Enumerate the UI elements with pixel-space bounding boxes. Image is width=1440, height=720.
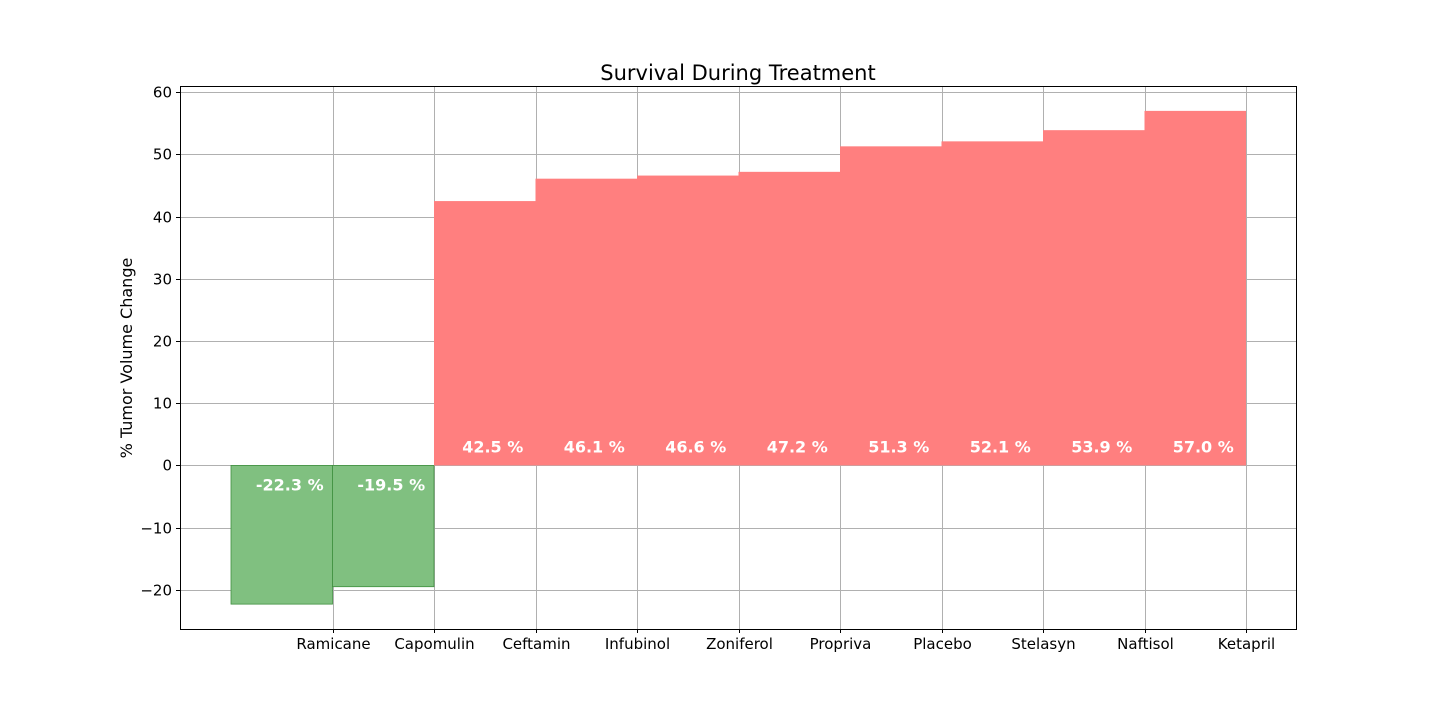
x-tick-label: Infubinol xyxy=(605,635,670,653)
bar-placebo xyxy=(840,146,942,466)
y-tick-label: −20 xyxy=(140,582,172,600)
y-tick-label: 60 xyxy=(153,84,172,102)
bar-ramicane xyxy=(230,465,333,605)
x-tick-label: Stelasyn xyxy=(1011,635,1075,653)
y-tick-label: 0 xyxy=(162,457,172,475)
chart-title: Survival During Treatment xyxy=(600,61,875,85)
bar-ceftamin xyxy=(434,201,536,466)
y-tick-label: 10 xyxy=(153,395,172,413)
y-tick-label: −10 xyxy=(140,520,172,538)
data-label: 46.1 % xyxy=(564,437,625,456)
data-label: 46.6 % xyxy=(665,437,726,456)
data-label: 47.2 % xyxy=(767,437,828,456)
bar-capomulin xyxy=(332,465,435,588)
y-tick-label: 30 xyxy=(153,271,172,289)
x-tick-layer: Ramicane Capomulin Ceftamin Infubinol Zonife… xyxy=(296,629,1275,653)
y-tick-layer: −20 −10 0 10 20 30 40 50 60 xyxy=(140,84,180,600)
bar-ketapril xyxy=(1144,110,1246,466)
x-tick-label: Ceftamin xyxy=(502,635,570,653)
data-label: 53.9 % xyxy=(1071,437,1132,456)
y-tick-label: 20 xyxy=(153,333,172,351)
bar-naftisol xyxy=(1043,130,1145,466)
bar-propriva xyxy=(738,171,840,466)
plot-frame xyxy=(180,86,1297,630)
x-tick-label: Placebo xyxy=(913,635,972,653)
data-label: -22.3 % xyxy=(256,475,324,494)
y-tick-label: 50 xyxy=(153,146,172,164)
y-tick-label: 40 xyxy=(153,209,172,227)
bar-layer xyxy=(230,110,1246,605)
bar-stelasyn xyxy=(941,141,1043,466)
data-label: 57.0 % xyxy=(1173,437,1234,456)
data-label: -19.5 % xyxy=(357,475,425,494)
bar-zoniferol xyxy=(637,175,739,466)
x-tick-label: Naftisol xyxy=(1117,635,1174,653)
data-label: 42.5 % xyxy=(462,437,523,456)
x-tick-label: Zoniferol xyxy=(706,635,773,653)
x-tick-label: Capomulin xyxy=(394,635,474,653)
x-tick-label: Propriva xyxy=(810,635,872,653)
data-label-layer: -22.3 % -19.5 % 42.5 % 46.1 % 46.6 % 47.2 % 51… xyxy=(256,437,1234,494)
x-tick-label: Ramicane xyxy=(296,635,370,653)
y-axis-label: % Tumor Volume Change xyxy=(117,258,136,459)
x-tick-label: Ketapril xyxy=(1218,635,1275,653)
data-label: 52.1 % xyxy=(970,437,1031,456)
data-label: 51.3 % xyxy=(868,437,929,456)
bar-infubinol xyxy=(535,178,637,466)
